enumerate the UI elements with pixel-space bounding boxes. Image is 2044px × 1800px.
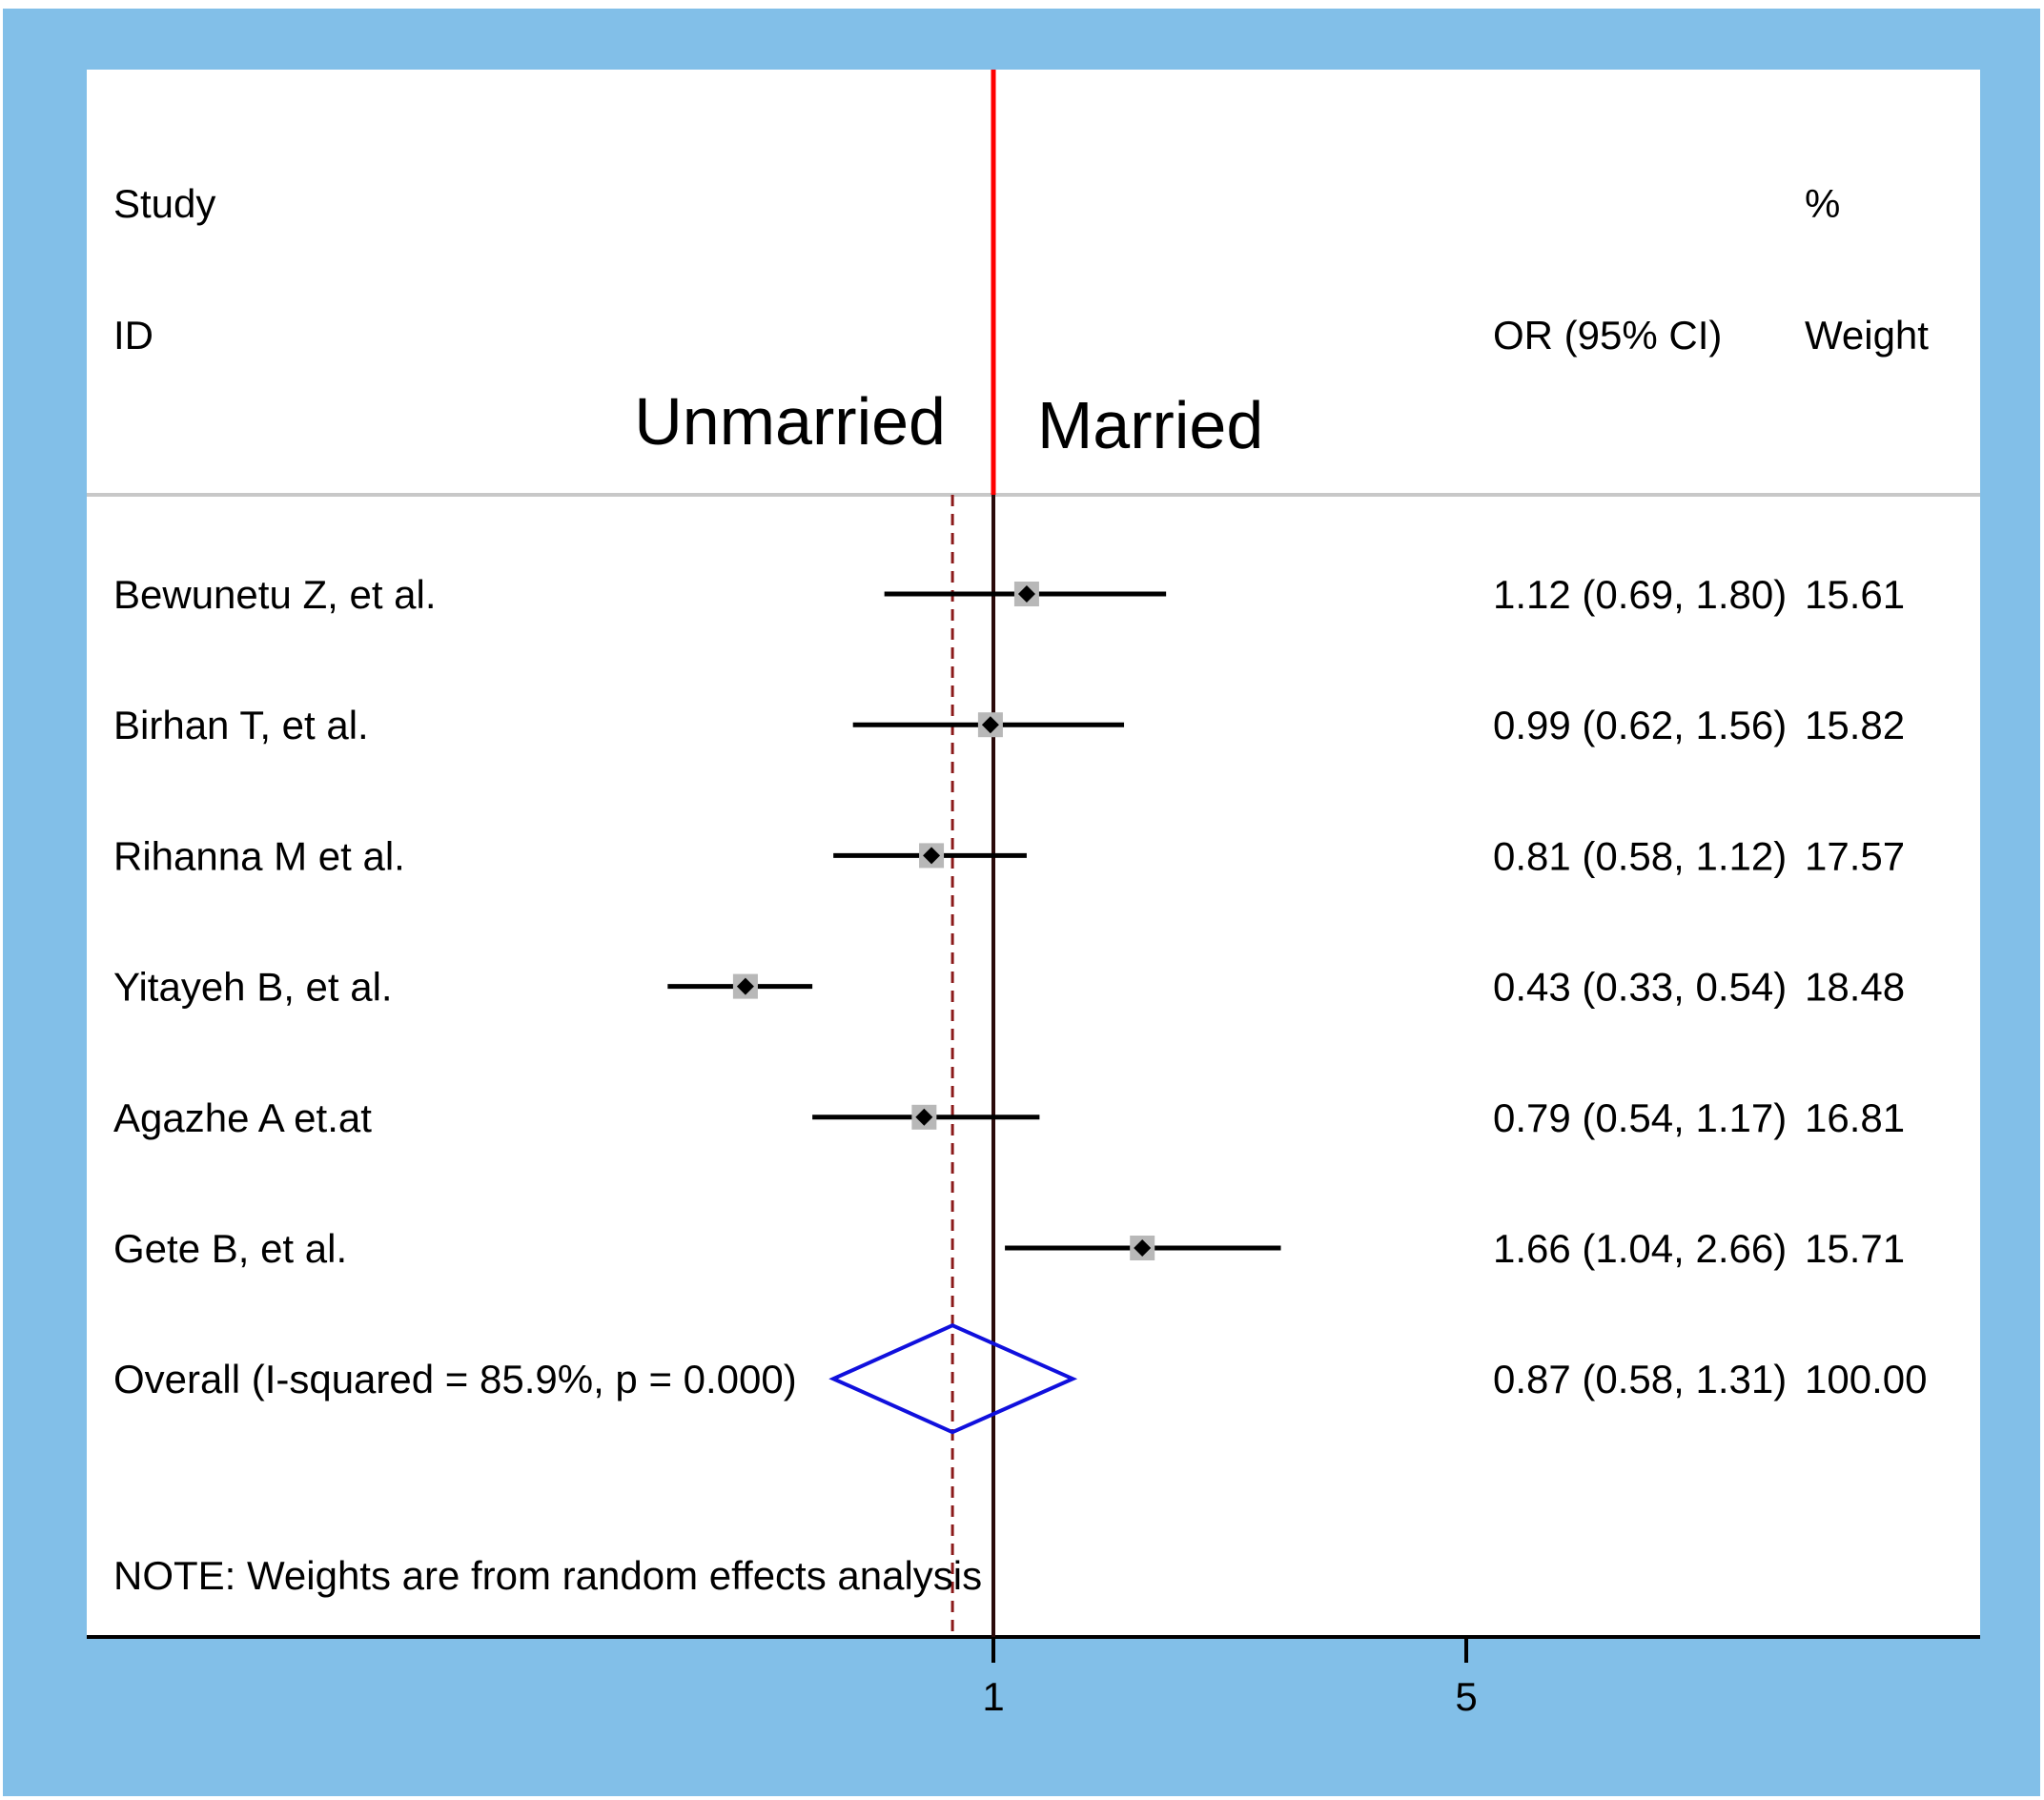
study-or-ci: 0.43 (0.33, 0.54): [1493, 965, 1787, 1010]
study-weight: 17.57: [1805, 833, 1905, 878]
study-label: Rihanna M et al.: [113, 833, 405, 878]
study-point-estimate: [736, 977, 754, 995]
study-weight: 16.81: [1805, 1095, 1905, 1140]
overall-diamond: [828, 1323, 1078, 1435]
header-study: Study: [113, 181, 215, 226]
study-weight: 15.82: [1805, 703, 1905, 747]
study-row: Gete B, et al. 1.66 (1.04, 2.66) 15.71: [113, 1226, 1905, 1271]
label-married: Married: [1037, 388, 1263, 462]
study-point-estimate: [981, 716, 999, 734]
study-label: Agazhe A et.at: [113, 1095, 372, 1140]
study-label: Birhan T, et al.: [113, 703, 369, 747]
study-weight: 18.48: [1805, 965, 1905, 1010]
header-id: ID: [113, 313, 153, 358]
overall-or-ci: 0.87 (0.58, 1.31): [1493, 1357, 1787, 1401]
overall-row: Overall (I-squared = 85.9%, p = 0.000) 0.…: [113, 1323, 1927, 1435]
study-label: Yitayeh B, et al.: [113, 965, 393, 1010]
study-or-ci: 0.81 (0.58, 1.12): [1493, 833, 1787, 878]
study-row: Agazhe A et.at 0.79 (0.54, 1.17) 16.81: [113, 1095, 1905, 1140]
study-label: Gete B, et al.: [113, 1226, 347, 1271]
study-or-ci: 1.66 (1.04, 2.66): [1493, 1226, 1787, 1271]
header-weight: Weight: [1805, 313, 1929, 358]
study-row: Bewunetu Z, et al. 1.12 (0.69, 1.80) 15.61: [113, 572, 1905, 617]
study-weight: 15.71: [1805, 1226, 1905, 1271]
footnote: NOTE: Weights are from random effects an…: [113, 1553, 982, 1598]
overall-weight: 100.00: [1805, 1357, 1927, 1401]
study-point-estimate: [923, 847, 941, 865]
study-or-ci: 0.99 (0.62, 1.56): [1493, 703, 1787, 747]
header-or-ci: OR (95% CI): [1493, 313, 1722, 358]
study-row: Birhan T, et al. 0.99 (0.62, 1.56) 15.82: [113, 703, 1905, 747]
x-tick-label: 1: [982, 1674, 1004, 1719]
x-tick-label: 5: [1455, 1674, 1477, 1719]
label-unmarried: Unmarried: [634, 384, 946, 459]
study-point-estimate: [1134, 1239, 1152, 1257]
overall-label: Overall (I-squared = 85.9%, p = 0.000): [113, 1357, 797, 1401]
study-point-estimate: [1017, 585, 1035, 603]
plot-panel: [87, 70, 1980, 1639]
study-point-estimate: [915, 1108, 933, 1126]
study-or-ci: 0.79 (0.54, 1.17): [1493, 1095, 1787, 1140]
study-label: Bewunetu Z, et al.: [113, 572, 437, 617]
study-weight: 15.61: [1805, 572, 1905, 617]
header-percent: %: [1805, 181, 1840, 226]
study-row: Yitayeh B, et al. 0.43 (0.33, 0.54) 18.48: [113, 965, 1905, 1010]
study-row: Rihanna M et al. 0.81 (0.58, 1.12) 17.57: [113, 833, 1905, 878]
study-or-ci: 1.12 (0.69, 1.80): [1493, 572, 1787, 617]
